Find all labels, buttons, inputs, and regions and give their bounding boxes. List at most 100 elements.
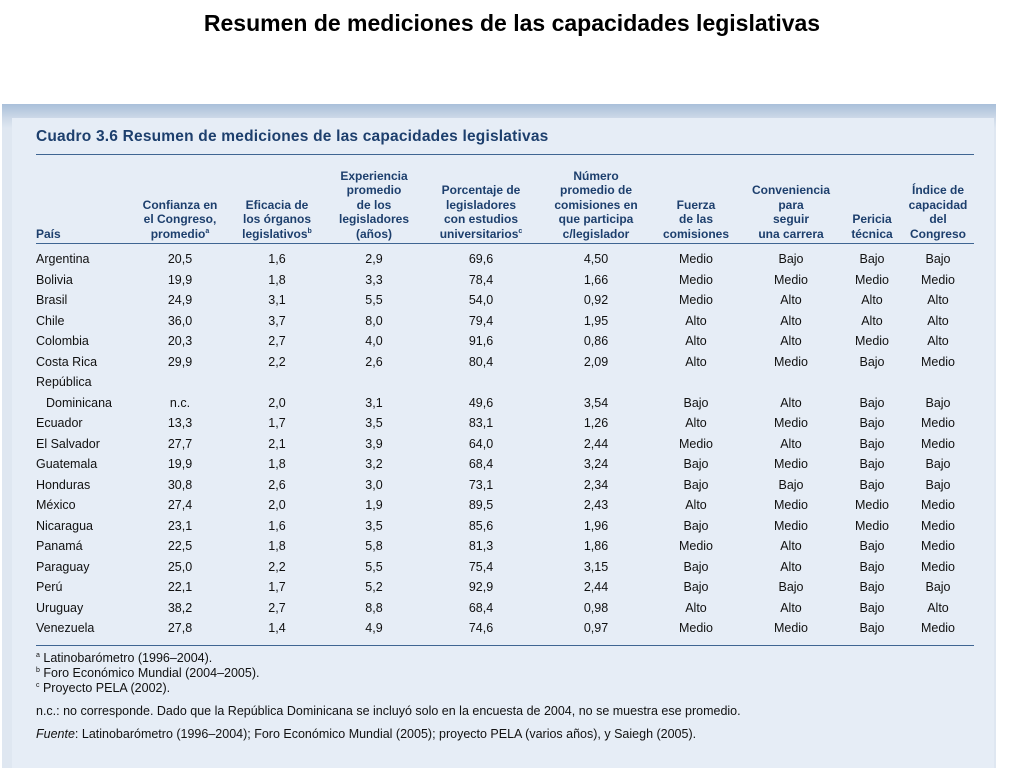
country-cell: Argentina bbox=[36, 252, 90, 267]
table-body: Argentina 20,5 1,6 2,9 69,6 4,50 Medio Bajo Bajo… bbox=[36, 243, 974, 639]
value-cell: 1,8 bbox=[268, 539, 286, 554]
country-cell: Paraguay bbox=[36, 559, 90, 574]
value-cell: 1,4 bbox=[268, 621, 286, 636]
value-cell: Bajo bbox=[859, 252, 885, 267]
value-cell: 2,09 bbox=[583, 354, 609, 369]
value-cell: Bajo bbox=[859, 539, 885, 554]
value-cell: 83,1 bbox=[468, 416, 494, 431]
value-cell: 68,4 bbox=[468, 457, 494, 472]
value-cell: 3,0 bbox=[365, 477, 383, 492]
value-cell: 3,24 bbox=[583, 457, 609, 472]
value-cell: 38,2 bbox=[167, 600, 193, 615]
value-cell: 1,96 bbox=[583, 518, 609, 533]
column-header: País bbox=[36, 155, 132, 243]
table-row: Nicaragua 23,1 1,6 3,5 85,6 1,96 Bajo Medio Medi… bbox=[36, 516, 974, 537]
footnote: c Proyecto PELA (2002). bbox=[36, 681, 976, 696]
country-cell: República bbox=[36, 375, 92, 390]
footnote-list: a Latinobarómetro (1996–2004). b Foro Eco… bbox=[36, 651, 976, 696]
table-caption: Cuadro 3.6 Resumen de mediciones de las … bbox=[36, 128, 549, 145]
value-cell: 0,86 bbox=[583, 334, 609, 349]
value-cell: 2,2 bbox=[268, 559, 286, 574]
value-cell bbox=[540, 372, 652, 393]
value-cell: Medio bbox=[773, 354, 809, 369]
table-row: República bbox=[36, 372, 974, 393]
value-cell: 19,9 bbox=[167, 272, 193, 287]
value-cell: Medio bbox=[678, 252, 714, 267]
column-header: Índice de capacidad del Congreso bbox=[902, 155, 974, 243]
value-cell: 3,15 bbox=[583, 559, 609, 574]
value-cell: Bajo bbox=[859, 457, 885, 472]
value-cell: 1,9 bbox=[365, 498, 383, 513]
value-cell: 0,98 bbox=[583, 600, 609, 615]
value-cell: Medio bbox=[920, 518, 956, 533]
value-cell: Alto bbox=[685, 416, 707, 431]
value-cell: Alto bbox=[927, 293, 949, 308]
value-cell: Medio bbox=[920, 498, 956, 513]
value-cell: Medio bbox=[920, 436, 956, 451]
value-cell: 23,1 bbox=[167, 518, 193, 533]
value-cell: 54,0 bbox=[468, 293, 494, 308]
value-cell: 8,8 bbox=[365, 600, 383, 615]
column-header: Pericia técnica bbox=[842, 155, 902, 243]
value-cell: Alto bbox=[685, 498, 707, 513]
value-cell: 0,97 bbox=[583, 621, 609, 636]
value-cell: 4,50 bbox=[583, 252, 609, 267]
value-cell: 1,8 bbox=[268, 457, 286, 472]
value-cell: 73,1 bbox=[468, 477, 494, 492]
value-cell: Alto bbox=[780, 539, 802, 554]
value-cell: Bajo bbox=[859, 477, 885, 492]
value-cell: 2,0 bbox=[268, 498, 286, 513]
value-cell: 27,4 bbox=[167, 498, 193, 513]
table-row: El Salvador 27,7 2,1 3,9 64,0 2,44 Medio Alto Ba… bbox=[36, 434, 974, 455]
value-cell: 92,9 bbox=[468, 580, 494, 595]
value-cell: 29,9 bbox=[167, 354, 193, 369]
value-cell: 1,7 bbox=[268, 416, 286, 431]
table-row: Paraguay 25,0 2,2 5,5 75,4 3,15 Bajo Alto Bajo Me… bbox=[36, 557, 974, 578]
value-cell: Bajo bbox=[859, 354, 885, 369]
column-header-label: Confianza en el Congreso, promedio bbox=[142, 197, 218, 241]
value-cell: 2,1 bbox=[268, 436, 286, 451]
value-cell: 2,44 bbox=[583, 580, 609, 595]
value-cell: Bajo bbox=[925, 395, 951, 410]
table-row: Uruguay 38,2 2,7 8,8 68,4 0,98 Alto Alto Bajo Alt… bbox=[36, 598, 974, 619]
value-cell: Bajo bbox=[683, 559, 709, 574]
value-cell: Bajo bbox=[859, 600, 885, 615]
column-header-label: Número promedio de comisiones en que par… bbox=[554, 168, 638, 241]
value-cell: 1,95 bbox=[583, 313, 609, 328]
country-cell: Nicaragua bbox=[36, 518, 93, 533]
value-cell: 13,3 bbox=[167, 416, 193, 431]
value-cell: 3,3 bbox=[365, 272, 383, 287]
nc-note: n.c.: no corresponde. Dado que la Repúbl… bbox=[36, 704, 741, 718]
value-cell: Medio bbox=[854, 518, 890, 533]
country-cell: Perú bbox=[36, 580, 63, 595]
value-cell: Medio bbox=[773, 518, 809, 533]
value-cell: 2,7 bbox=[268, 600, 286, 615]
value-cell bbox=[326, 372, 422, 393]
value-cell: Bajo bbox=[778, 252, 804, 267]
country-cell: Uruguay bbox=[36, 600, 84, 615]
value-cell: Medio bbox=[920, 416, 956, 431]
measurements-table: País Confianza en el Congreso, promedioa E… bbox=[36, 155, 974, 639]
value-cell: Bajo bbox=[859, 621, 885, 636]
table-row: Colombia 20,3 2,7 4,0 91,6 0,86 Alto Alto Medio A… bbox=[36, 331, 974, 352]
value-cell: 89,5 bbox=[468, 498, 494, 513]
value-cell: Bajo bbox=[683, 395, 709, 410]
footnote-text: Latinobarómetro (1996–2004). bbox=[39, 651, 213, 665]
value-cell: Medio bbox=[773, 498, 809, 513]
value-cell: 2,43 bbox=[583, 498, 609, 513]
country-cell: Costa Rica bbox=[36, 354, 98, 369]
column-header: Eficacia de los órganos legislativosb bbox=[228, 155, 326, 243]
value-cell: Bajo bbox=[683, 580, 709, 595]
value-cell: 68,4 bbox=[468, 600, 494, 615]
value-cell: 3,7 bbox=[268, 313, 286, 328]
value-cell: 1,6 bbox=[268, 518, 286, 533]
table-row: México 27,4 2,0 1,9 89,5 2,43 Alto Medio Medio Me… bbox=[36, 495, 974, 516]
value-cell: 24,9 bbox=[167, 293, 193, 308]
value-cell: 49,6 bbox=[468, 395, 494, 410]
value-cell: Bajo bbox=[859, 416, 885, 431]
value-cell bbox=[740, 372, 842, 393]
value-cell: Medio bbox=[920, 272, 956, 287]
value-cell: 2,2 bbox=[268, 354, 286, 369]
value-cell: Bajo bbox=[925, 252, 951, 267]
country-cell: Colombia bbox=[36, 334, 89, 349]
